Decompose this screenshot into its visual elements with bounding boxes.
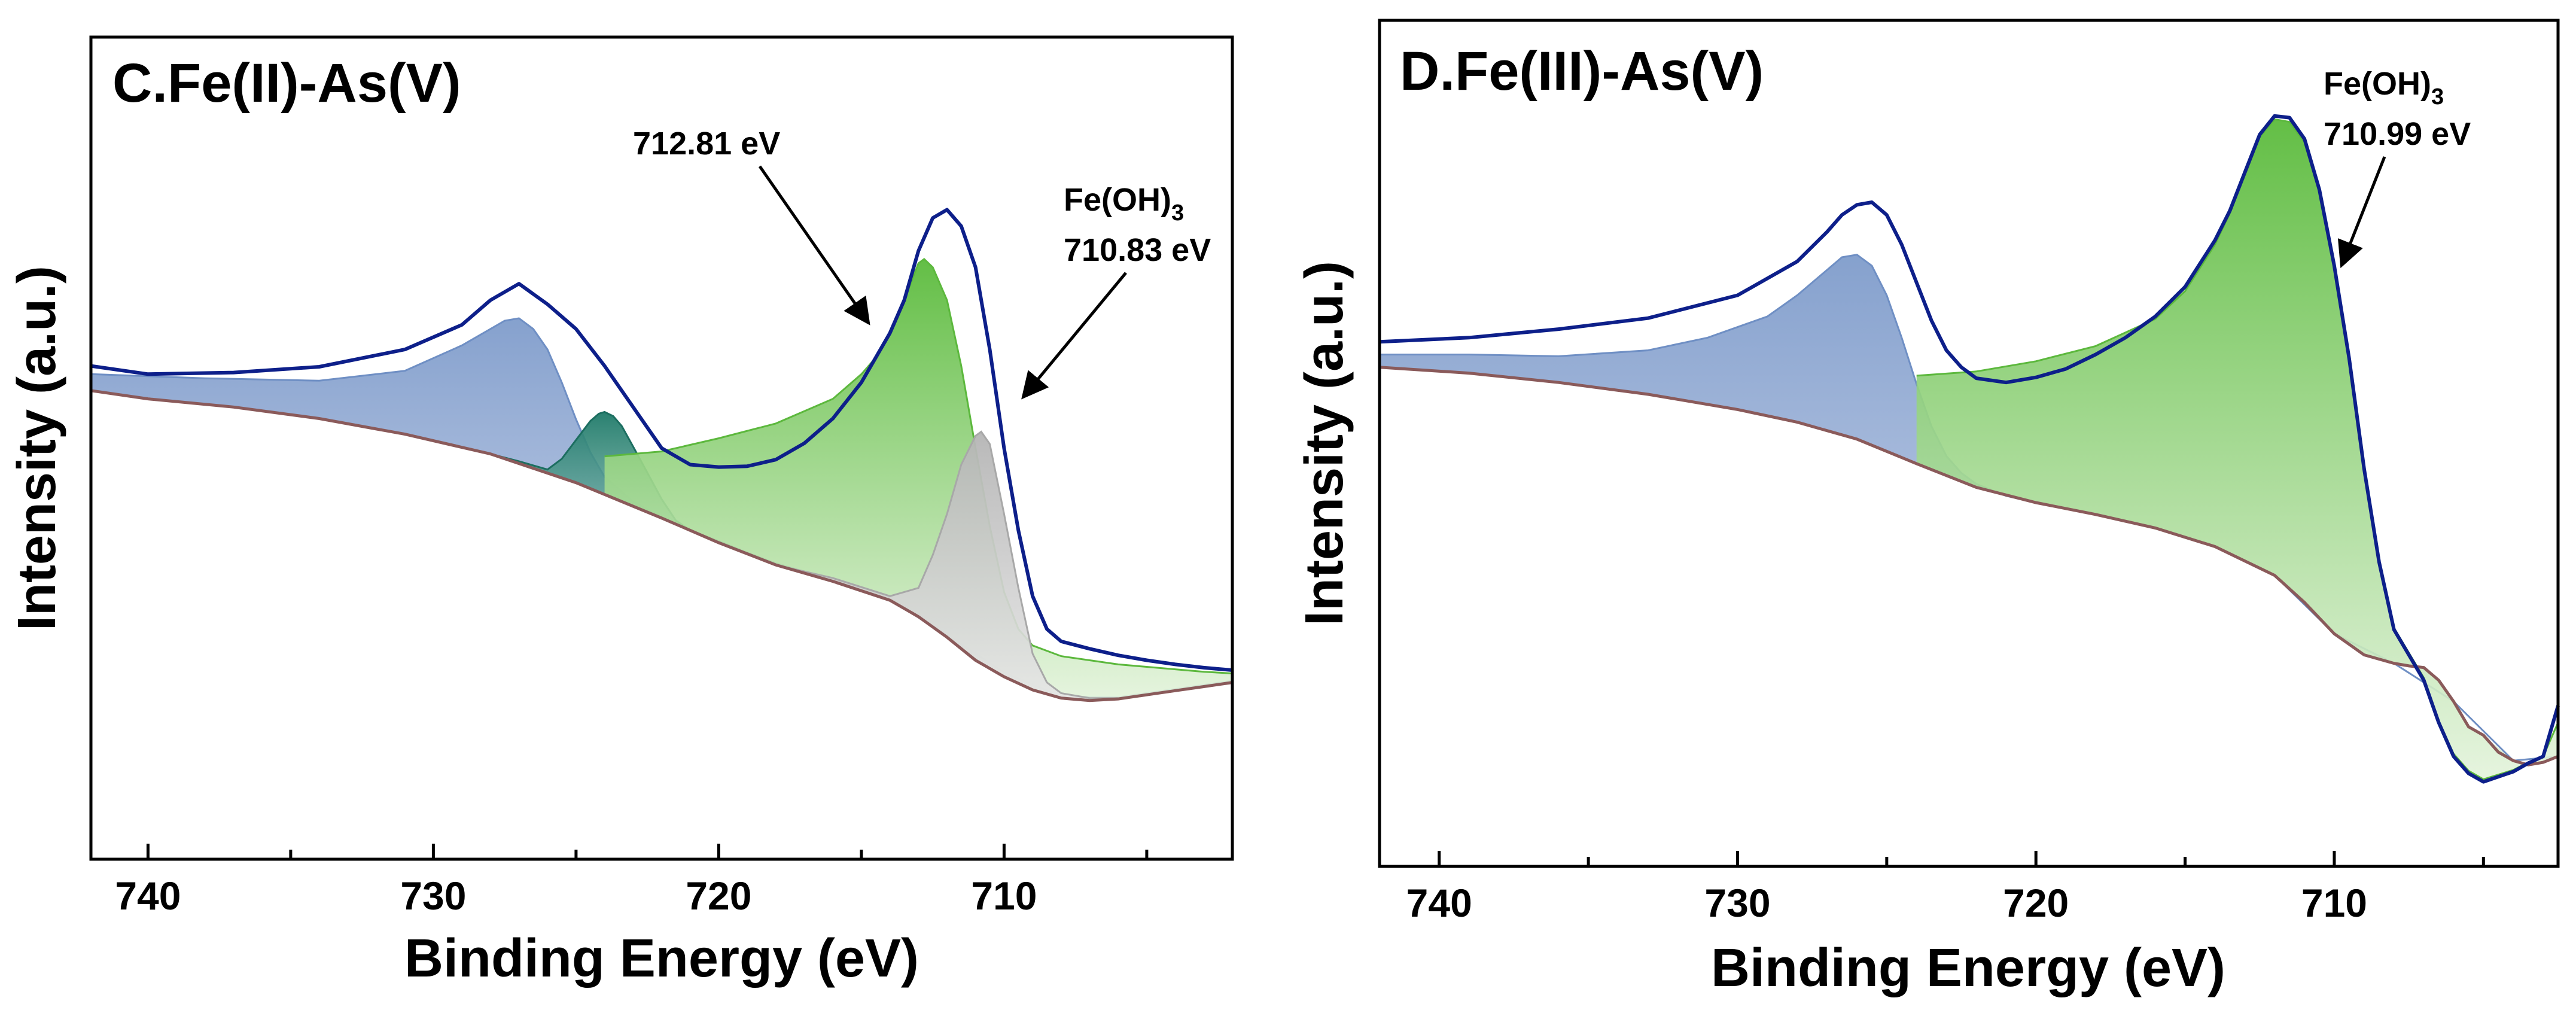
panel-c-lines	[90, 208, 1233, 702]
panel-d-tick-label: 740	[1406, 881, 1472, 925]
panel-d-envelope-line	[1379, 114, 2560, 784]
panel-c-peak-edge-gray	[775, 430, 1119, 699]
panel-c-annotation-feoh3: Fe(OH)3	[1064, 182, 1184, 226]
panel-c-arrow-710-83	[1021, 272, 1127, 400]
panel-c-annotation-710-83: 710.83 eV	[1064, 232, 1211, 268]
panel-d-lines	[1379, 114, 2560, 784]
panel-d-peak-area-green	[1916, 119, 2558, 780]
panel-c-background-line	[90, 389, 1233, 702]
panel-c: 740 730 720 710 C.Fe(II)-As(V) Binding Ener…	[7, 35, 1234, 988]
panel-c-peak-areas	[90, 258, 1233, 701]
panel-c-annotation-712-81: 712.81 eV	[633, 126, 780, 162]
panel-d-peak-areas	[1380, 118, 2559, 781]
panel-d-tick-label: 720	[2003, 881, 2069, 925]
panel-d-annotation-feoh3: Fe(OH)3	[2324, 66, 2444, 109]
panel-d-background-line	[1379, 366, 2559, 766]
panel-c-x-axis-title: Binding Energy (eV)	[404, 929, 919, 988]
panel-c-frame	[89, 35, 1234, 861]
feoh3-main: Fe(OH)	[2324, 66, 2431, 102]
panel-c-peak-edge-green	[604, 258, 1233, 674]
panel-c-y-axis-title: Intensity (a.u.)	[7, 266, 67, 631]
feoh3-main: Fe(OH)	[1064, 182, 1171, 218]
panel-c-envelope-line	[90, 208, 1233, 672]
panel-c-x-ticks: 740 730 720 710	[115, 844, 1149, 918]
panel-d-tick-label: 710	[2301, 881, 2367, 925]
panel-d: 740 730 720 710 D.Fe(III)-As(V) Binding Ene…	[1295, 19, 2560, 998]
panel-d-y-axis-title: Intensity (a.u.)	[1295, 261, 1354, 626]
panel-d-frame	[1378, 19, 2560, 868]
panel-d-title: D.Fe(III)-As(V)	[1400, 41, 1764, 102]
panel-d-x-axis-title: Binding Energy (eV)	[1711, 938, 2225, 998]
panel-d-peak-area-blue	[1380, 254, 2558, 761]
panel-c-tick-label: 740	[115, 874, 181, 918]
panel-c-tick-label: 710	[971, 874, 1037, 918]
panel-d-x-ticks: 740 730 720 710	[1406, 851, 2485, 925]
panel-c-peak-area-blue	[91, 318, 1232, 699]
panel-d-arrow-710-99	[2337, 156, 2386, 269]
feoh3-subscript: 3	[2431, 84, 2444, 109]
panel-c-tick-label: 720	[686, 874, 751, 918]
panel-c-peak-area-green	[604, 259, 1232, 701]
panel-d-tick-label: 730	[1704, 881, 1770, 925]
panel-c-title: C.Fe(II)-As(V)	[112, 53, 461, 114]
panel-c-arrow-712-81	[758, 165, 870, 325]
panel-c-peak-area-gray	[775, 431, 1119, 701]
feoh3-subscript: 3	[1171, 200, 1184, 226]
panel-c-tick-label: 730	[400, 874, 466, 918]
panel-d-annotation-710-99: 710.99 eV	[2324, 116, 2471, 152]
